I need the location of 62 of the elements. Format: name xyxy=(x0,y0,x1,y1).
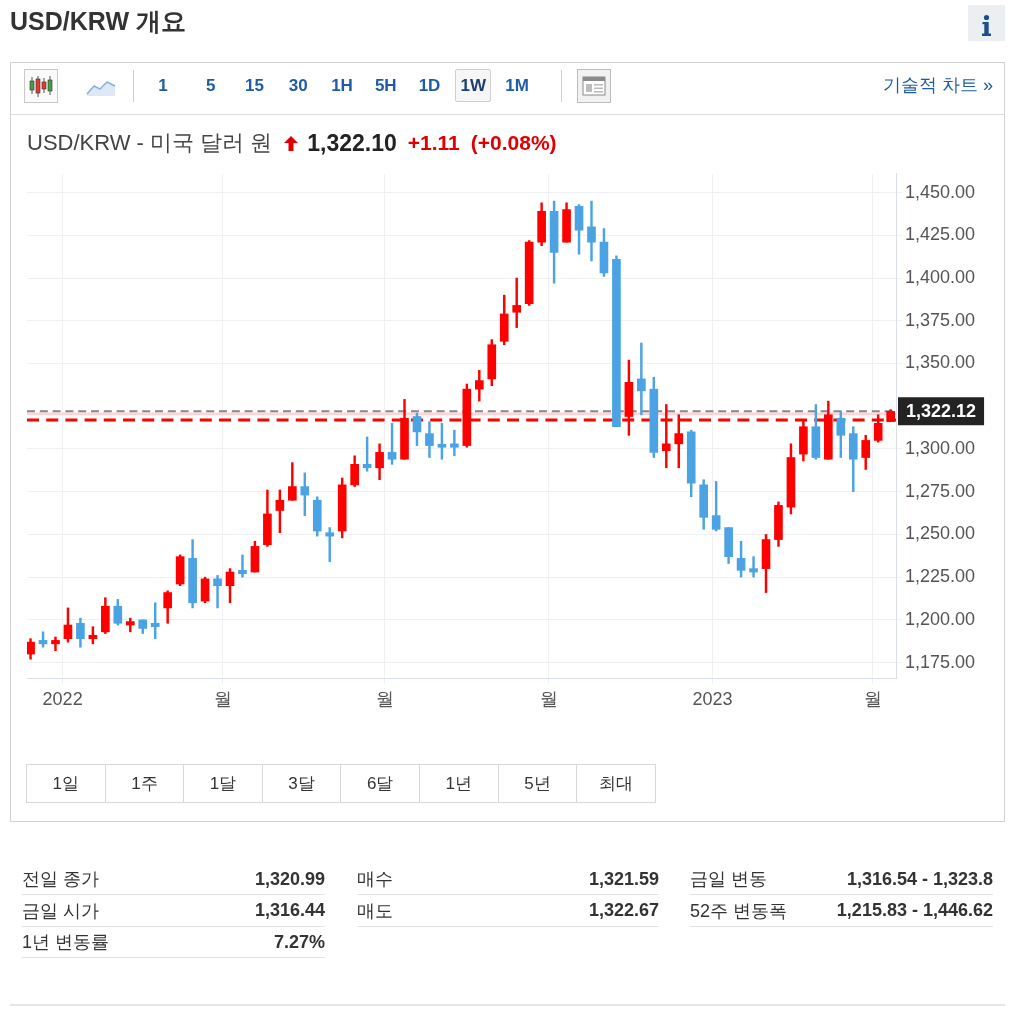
candlestick xyxy=(749,556,758,578)
text: 1,316.44 xyxy=(254,900,325,921)
chart-subtitle: USD/KRW - 미국 달러 원 xyxy=(27,129,273,157)
chart-title: USD/KRW 개요 xyxy=(10,7,186,35)
x-tick-label: 2022 xyxy=(42,688,83,709)
interval-button[interactable]: 1M xyxy=(499,69,535,102)
text: (+0.08%) xyxy=(470,131,557,155)
interval-button[interactable]: 1 xyxy=(145,69,181,102)
range-button[interactable]: 1달 xyxy=(183,764,263,803)
interval-button[interactable]: 5H xyxy=(367,69,404,102)
y-tick-label: 1,375.00 xyxy=(905,309,976,330)
candlestick xyxy=(512,277,522,328)
range-button[interactable]: 3달 xyxy=(261,764,342,803)
x-tick-label: 월 xyxy=(213,688,232,709)
link-button[interactable]: 기술적 차트 » xyxy=(883,73,993,97)
candlestick xyxy=(238,554,247,578)
text: 1년 변동률 xyxy=(22,931,110,954)
y-tick-label: 1,200.00 xyxy=(905,608,976,629)
text: 금일 시가 xyxy=(22,899,100,923)
y-tick-label: 1,350.00 xyxy=(905,352,976,373)
interval-button[interactable]: 1D xyxy=(411,69,448,102)
ref-line-label: 1,322.12 xyxy=(906,401,977,422)
x-tick-label: 월 xyxy=(539,688,558,709)
text: 1,322.10 xyxy=(307,129,397,157)
range-button[interactable]: 1주 xyxy=(104,764,185,803)
text: 전일 종가 xyxy=(22,868,100,891)
text: 1,321.59 xyxy=(588,868,659,890)
x-tick-label: 2023 xyxy=(692,688,733,709)
text: 1,215.83 - 1,446.62 xyxy=(836,900,993,921)
text: 7.27% xyxy=(273,931,325,953)
x-tick-label: 월 xyxy=(863,688,882,709)
y-tick-label: 1,250.00 xyxy=(905,523,976,544)
interval-button[interactable]: 30 xyxy=(280,69,317,102)
y-tick-label: 1,300.00 xyxy=(905,437,976,458)
y-tick-label: 1,450.00 xyxy=(905,181,976,202)
range-button[interactable]: 5년 xyxy=(497,764,578,803)
interval-button[interactable]: 15 xyxy=(236,69,273,102)
text: 1,316.54 - 1,323.8 xyxy=(846,868,993,890)
text: 1,322.67 xyxy=(588,900,659,921)
y-tick-label: 1,400.00 xyxy=(905,267,976,288)
range-button[interactable]: 1년 xyxy=(419,764,499,803)
candlestick xyxy=(213,575,222,609)
interval-button[interactable]: 1H xyxy=(324,69,360,102)
y-tick-label: 1,275.00 xyxy=(905,480,976,501)
candlestick xyxy=(637,342,646,416)
text: 52주 변동폭 xyxy=(690,899,788,923)
text: 매수 xyxy=(357,868,393,891)
interval-button[interactable]: 1W xyxy=(455,69,492,102)
x-tick-label: 월 xyxy=(375,688,394,709)
candlestick xyxy=(325,527,335,563)
text: 매도 xyxy=(357,899,393,923)
y-tick-label: 1,425.00 xyxy=(905,224,976,245)
y-tick-label: 1,175.00 xyxy=(905,651,976,672)
text: +1.11 xyxy=(407,131,460,155)
range-button[interactable]: 최대 xyxy=(576,764,656,803)
text: 금일 변동 xyxy=(690,868,768,891)
y-tick-label: 1,225.00 xyxy=(905,566,976,587)
candlestick xyxy=(450,429,459,457)
range-button[interactable]: 6달 xyxy=(340,764,420,803)
range-button[interactable]: 1일 xyxy=(26,764,106,803)
interval-button[interactable]: 5 xyxy=(192,69,229,102)
text: 1,320.99 xyxy=(254,868,325,890)
